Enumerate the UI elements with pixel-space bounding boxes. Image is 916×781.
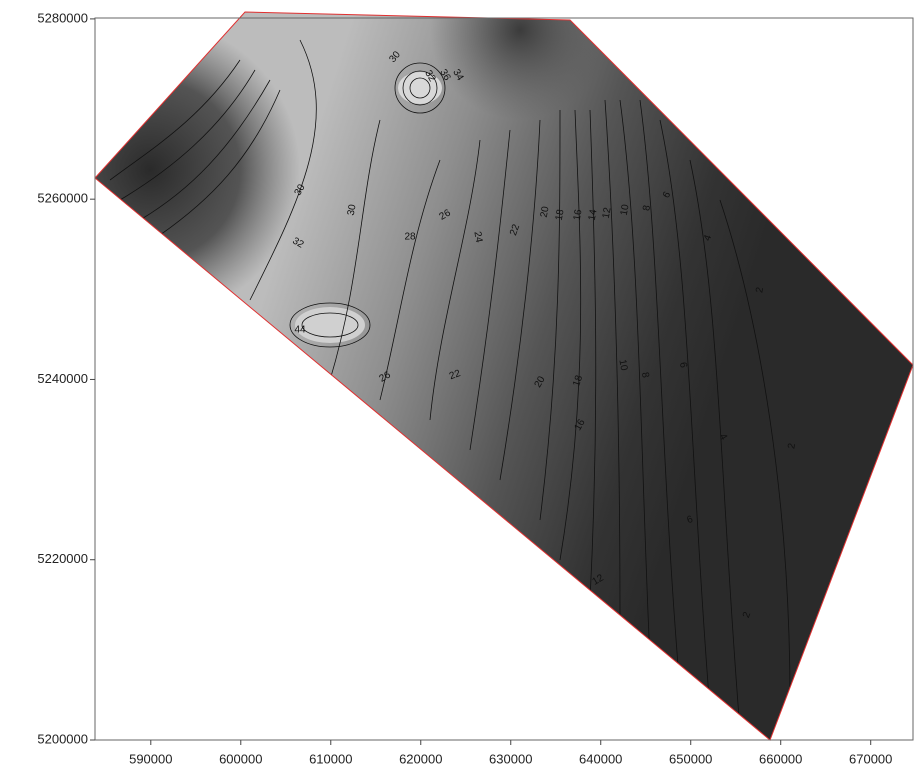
- x-tick-label: 600000: [219, 751, 262, 766]
- y-tick-label: 5280000: [37, 10, 88, 25]
- x-tick-label: 660000: [759, 751, 802, 766]
- y-tick-label: 5200000: [37, 731, 88, 746]
- y-tick-label: 5260000: [37, 191, 88, 206]
- x-tick-label: 670000: [849, 751, 892, 766]
- y-tick-label: 5240000: [37, 371, 88, 386]
- x-tick-label: 610000: [309, 751, 352, 766]
- x-tick-label: 590000: [129, 751, 172, 766]
- x-tick-label: 620000: [399, 751, 442, 766]
- x-tick-label: 650000: [669, 751, 712, 766]
- contour-label: 44: [294, 325, 306, 336]
- contour-map: 3028262422201816141210864226222018161086…: [0, 0, 916, 781]
- y-tick-label: 5220000: [37, 551, 88, 566]
- contour-label: 28: [404, 232, 416, 243]
- x-tick-label: 630000: [489, 751, 532, 766]
- x-tick-label: 640000: [579, 751, 622, 766]
